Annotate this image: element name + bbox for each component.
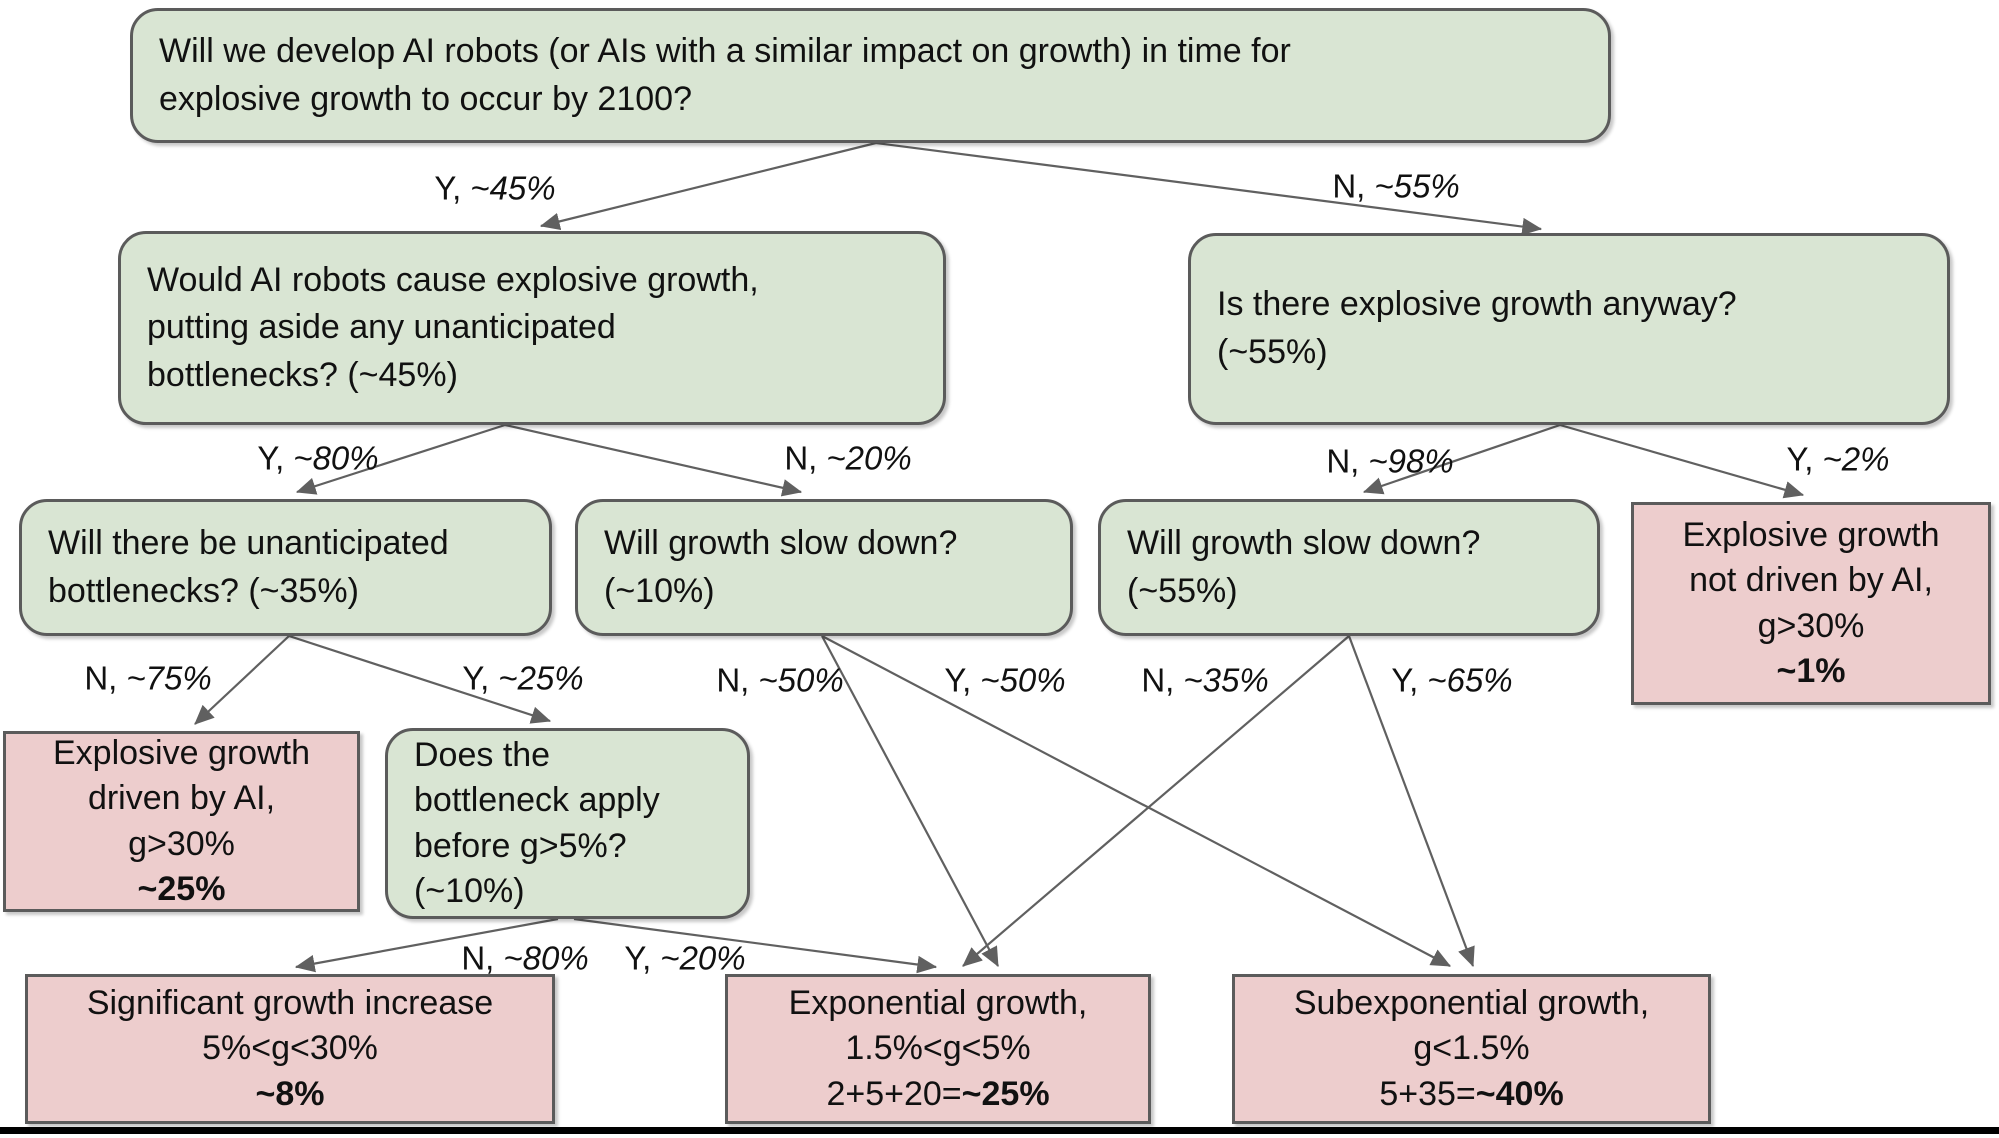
edge-label-robots-y: Y, ~80% (257, 439, 379, 477)
node-slow10-text: Will growth slow down? (~10%) (604, 523, 958, 610)
edge-label-slow55-n: N, ~35% (1141, 661, 1269, 699)
node-subexponential-text: Subexponential growth, g<1.5% (1293, 984, 1650, 1068)
node-eg-not-ai-value: ~1% (1776, 651, 1846, 690)
edge-robots-n (504, 423, 803, 497)
node-exponential-text: Exponential growth, 1.5%<g<5% (788, 984, 1088, 1068)
edge-anyway-y (1559, 423, 1805, 499)
edge-label-root-y: Y, ~45% (434, 169, 556, 207)
node-slow55-question: Will growth slow down? (~55%) (1098, 499, 1600, 636)
node-exponential-outcome: Exponential growth, 1.5%<g<5% 2+5+20=~25… (725, 974, 1151, 1124)
edge-label-anyway-y: Y, ~2% (1786, 440, 1890, 478)
edge-label-slow10-y: Y, ~50% (944, 661, 1066, 699)
node-robots-cause-question: Would AI robots cause explosive growth, … (118, 231, 946, 425)
edge-slow10-y (821, 635, 1451, 967)
node-eg-ai-outcome: Explosive growth driven by AI, g>30% ~25… (3, 731, 360, 912)
node-significant-text: Significant growth increase 5%<g<30% (86, 984, 494, 1068)
edge-root-y (539, 141, 877, 231)
node-eg-ai-text: Explosive growth driven by AI, g>30% (52, 734, 310, 863)
edge-label-root-n: N, ~55% (1332, 167, 1460, 205)
node-exponential-value: 2+5+20=~25% (826, 1074, 1050, 1113)
node-robots-cause-text: Would AI robots cause explosive growth, … (147, 260, 759, 394)
node-significant-value: ~8% (255, 1074, 325, 1113)
node-bottleneck-apply-question: Does the bottleneck apply before g>5%? (… (385, 728, 750, 919)
node-eg-not-ai-outcome: Explosive growth not driven by AI, g>30%… (1631, 502, 1991, 705)
node-subexponential-outcome: Subexponential growth, g<1.5% 5+35=~40% (1232, 974, 1711, 1124)
node-growth-anyway-text: Is there explosive growth anyway? (~55%) (1217, 285, 1737, 371)
node-eg-not-ai-text: Explosive growth not driven by AI, g>30% (1682, 516, 1940, 645)
edge-label-slow10-n: N, ~50% (716, 661, 844, 699)
node-root-text: Will we develop AI robots (or AIs with a… (159, 31, 1291, 118)
edge-label-bottlenecks-n: N, ~75% (84, 659, 212, 697)
edge-label-robots-n: N, ~20% (784, 439, 912, 477)
bottom-border-line (0, 1127, 1999, 1134)
node-slow10-question: Will growth slow down? (~10%) (575, 499, 1073, 636)
node-subexponential-value: 5+35=~40% (1379, 1074, 1564, 1113)
node-significant-outcome: Significant growth increase 5%<g<30% ~8% (25, 974, 555, 1124)
node-bottleneck-apply-text: Does the bottleneck apply before g>5%? (… (414, 736, 660, 910)
node-slow55-text: Will growth slow down? (~55%) (1127, 523, 1481, 610)
node-bottlenecks-text: Will there be unanticipated bottlenecks?… (48, 523, 449, 610)
node-root-question: Will we develop AI robots (or AIs with a… (130, 8, 1611, 143)
edge-label-bottlenecks-y: Y, ~25% (462, 659, 584, 697)
node-bottlenecks-question: Will there be unanticipated bottlenecks?… (19, 499, 552, 636)
edge-label-slow55-y: Y, ~65% (1391, 661, 1513, 699)
edge-label-apply-n: N, ~80% (461, 939, 589, 977)
node-eg-ai-value: ~25% (137, 869, 226, 908)
edge-label-anyway-n: N, ~98% (1326, 442, 1454, 480)
node-growth-anyway-question: Is there explosive growth anyway? (~55%) (1188, 233, 1950, 425)
edge-label-apply-y: Y, ~20% (624, 939, 746, 977)
